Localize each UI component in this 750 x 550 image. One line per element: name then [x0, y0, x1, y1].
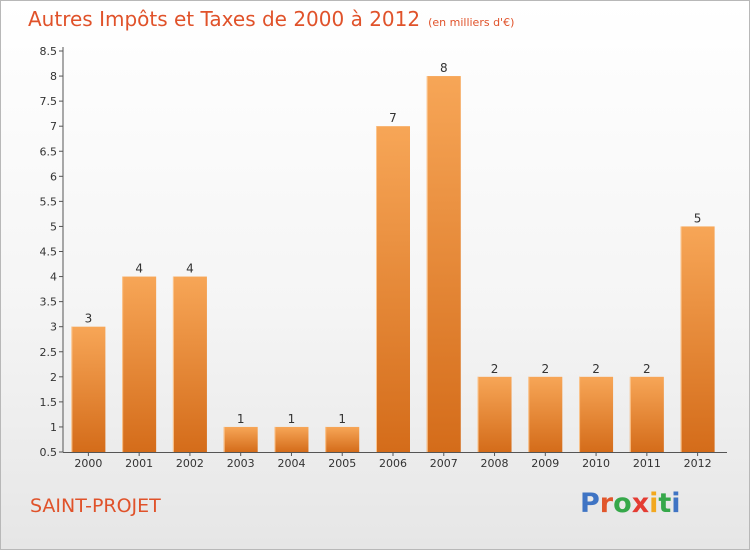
- bar-2003: [223, 426, 258, 452]
- y-tick-label: 5: [50, 220, 57, 233]
- data-label: 1: [288, 412, 296, 426]
- bar-2008: [477, 376, 512, 452]
- data-label: 2: [592, 362, 600, 376]
- x-tick-label: 2008: [481, 457, 509, 470]
- y-axis: 0.5 1 1.5 2 2.5 3 3.5 4 4.5 5 5.5 6 6.5 7 7.5 8 8.5: [40, 45, 64, 459]
- x-tick-label: 2002: [176, 457, 204, 470]
- bar-2009: [528, 376, 563, 452]
- bar-2000: [71, 326, 106, 452]
- data-label: 2: [541, 362, 549, 376]
- bar-2005: [325, 426, 360, 452]
- bar-2012: [680, 226, 715, 452]
- y-tick-label: 4: [50, 271, 57, 284]
- bar-2010: [579, 376, 614, 452]
- bar-2004: [274, 426, 309, 452]
- data-label: 7: [389, 111, 397, 125]
- data-label: 5: [694, 211, 702, 225]
- commune-name: SAINT-PROJET: [30, 495, 161, 517]
- data-label: 1: [338, 412, 346, 426]
- x-tick-label: 2011: [633, 457, 661, 470]
- x-tick-label: 2007: [430, 457, 458, 470]
- chart-title: Autres Impôts et Taxes de 2000 à 2012 (en…: [28, 7, 514, 31]
- x-axis: 2000 2001 2002 2003 2004 2005 2006 2007 2008 2009…: [63, 452, 727, 470]
- bars: 3 4 4 1 1 1 7 8 2 2 2 2 5: [71, 61, 715, 452]
- y-tick-label: 7.5: [40, 95, 58, 108]
- y-tick-label: 0.5: [40, 446, 58, 459]
- proxiti-logo: Proxiti: [580, 488, 681, 519]
- y-tick-label: 4.5: [40, 246, 58, 259]
- data-label: 1: [237, 412, 245, 426]
- logo-letter: i: [649, 488, 659, 519]
- logo-letter: t: [658, 488, 672, 519]
- title-text: Autres Impôts et Taxes de 2000 à 2012: [28, 7, 421, 31]
- bar-2011: [629, 376, 664, 452]
- title-unit: (en milliers d'€): [428, 16, 515, 29]
- bar-2002: [172, 276, 207, 452]
- bar-2006: [376, 126, 410, 452]
- data-label: 2: [491, 362, 499, 376]
- x-tick-label: 2009: [531, 457, 559, 470]
- data-label: 4: [135, 262, 143, 276]
- logo-letter: x: [631, 488, 650, 519]
- y-tick-label: 2.5: [40, 346, 58, 359]
- x-tick-label: 2004: [277, 457, 305, 470]
- logo-letter: P: [580, 488, 600, 519]
- data-label: 8: [440, 61, 448, 75]
- x-tick-label: 2012: [684, 457, 712, 470]
- y-tick-label: 8.5: [40, 45, 58, 58]
- logo-letter: o: [613, 488, 632, 519]
- y-tick-label: 8: [50, 70, 57, 83]
- logo-letter: r: [599, 488, 614, 519]
- x-tick-label: 2001: [125, 457, 153, 470]
- data-label: 2: [643, 362, 651, 376]
- x-tick-label: 2003: [227, 457, 255, 470]
- y-tick-label: 7: [50, 120, 57, 133]
- y-tick-label: 6: [50, 170, 57, 183]
- y-tick-label: 3: [50, 321, 57, 334]
- y-tick-label: 6.5: [40, 145, 58, 158]
- y-tick-label: 2: [50, 371, 57, 384]
- y-tick-label: 5.5: [40, 195, 58, 208]
- data-label: 3: [85, 312, 93, 326]
- y-tick-label: 3.5: [40, 296, 58, 309]
- x-tick-label: 2010: [582, 457, 610, 470]
- x-tick-label: 2000: [74, 457, 102, 470]
- logo-letter: i: [671, 488, 681, 519]
- x-tick-label: 2005: [328, 457, 356, 470]
- y-tick-label: 1: [50, 421, 57, 434]
- bar-2001: [122, 276, 157, 452]
- y-tick-label: 1.5: [40, 396, 58, 409]
- bar-2007: [426, 76, 461, 452]
- data-label: 4: [186, 262, 194, 276]
- x-tick-label: 2006: [379, 457, 407, 470]
